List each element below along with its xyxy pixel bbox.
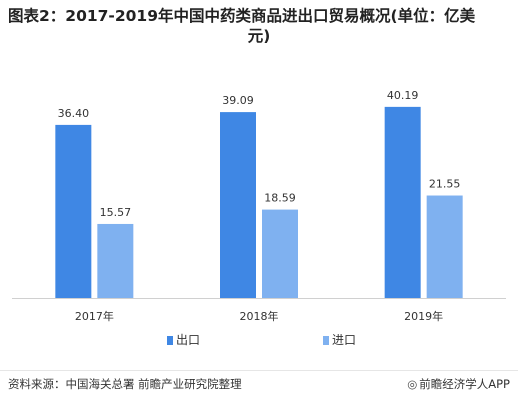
legend-label-export: 出口 xyxy=(176,333,200,347)
brand-label: ◎ 前瞻经济学人APP xyxy=(407,376,510,392)
source-note: 资料来源：中国海关总署 前瞻产业研究院整理 xyxy=(8,377,242,391)
bar-export-0 xyxy=(55,124,92,298)
x-tick-label: 2018年 xyxy=(240,309,279,323)
x-tick-label: 2019年 xyxy=(404,309,443,323)
legend-label-import: 进口 xyxy=(332,333,356,347)
data-label: 40.19 xyxy=(387,89,419,102)
x-tick-label: 2017年 xyxy=(75,309,114,323)
data-label: 18.59 xyxy=(264,192,296,205)
bar-import-1 xyxy=(262,209,298,298)
title-line-1: 图表2：2017-2019年中国中药类商品进出口贸易概况(单位：亿美 xyxy=(8,7,476,25)
bar-export-2 xyxy=(384,106,421,298)
data-label: 15.57 xyxy=(100,206,132,219)
data-label: 21.55 xyxy=(429,178,461,191)
data-label: 39.09 xyxy=(222,94,254,107)
title-line-2: 元) xyxy=(247,27,271,45)
legend-swatch-import xyxy=(323,336,329,345)
brand-text: 前瞻经济学人APP xyxy=(419,377,510,391)
bar-export-1 xyxy=(220,112,256,298)
bar-import-0 xyxy=(97,223,134,298)
data-label: 36.40 xyxy=(58,107,90,120)
footer-divider xyxy=(0,370,518,371)
chart-title: 图表2：2017-2019年中国中药类商品进出口贸易概况(单位：亿美 元) xyxy=(8,6,510,46)
legend-swatch-export xyxy=(167,336,173,345)
bar-import-2 xyxy=(426,195,463,298)
eye-logo-icon: ◎ xyxy=(407,377,418,391)
